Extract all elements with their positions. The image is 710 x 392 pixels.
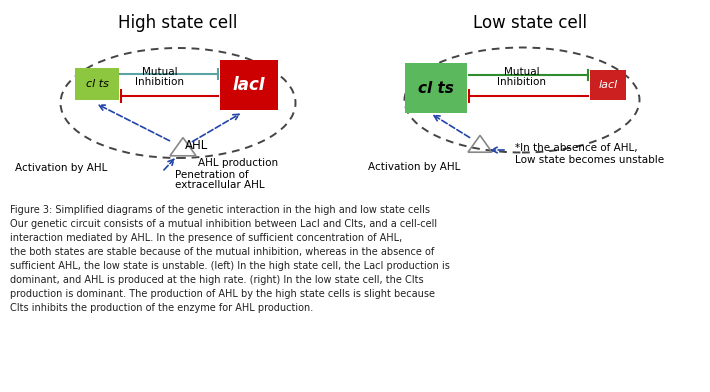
Text: the both states are stable because of the mutual inhibition, whereas in the abse: the both states are stable because of th…: [10, 247, 435, 257]
Text: AHL: AHL: [185, 138, 208, 151]
Text: extracellular AHL: extracellular AHL: [175, 180, 265, 190]
Text: cl ts: cl ts: [86, 79, 109, 89]
FancyBboxPatch shape: [75, 68, 119, 100]
Text: sufficient AHL, the low state is unstable. (left) In the high state cell, the La: sufficient AHL, the low state is unstabl…: [10, 261, 450, 271]
FancyBboxPatch shape: [405, 63, 467, 113]
Text: dominant, and AHL is produced at the high rate. (right) In the low state cell, t: dominant, and AHL is produced at the hig…: [10, 275, 424, 285]
Text: Low state cell: Low state cell: [473, 14, 587, 32]
Text: Mutual: Mutual: [142, 67, 178, 77]
Text: interaction mediated by AHL. In the presence of sufficient concentration of AHL,: interaction mediated by AHL. In the pres…: [10, 233, 403, 243]
Text: Inhibition: Inhibition: [136, 77, 185, 87]
Text: Our genetic circuit consists of a mutual inhibition between LacI and CIts, and a: Our genetic circuit consists of a mutual…: [10, 219, 437, 229]
Text: Mutual: Mutual: [504, 67, 540, 77]
Text: Activation by AHL: Activation by AHL: [15, 163, 107, 173]
Text: Activation by AHL: Activation by AHL: [368, 162, 460, 172]
FancyBboxPatch shape: [220, 60, 278, 110]
Text: Low state becomes unstable: Low state becomes unstable: [515, 155, 664, 165]
Text: production is dominant. The production of AHL by the high state cells is slight : production is dominant. The production o…: [10, 289, 435, 299]
Text: *In the absence of AHL,: *In the absence of AHL,: [515, 143, 638, 153]
Text: Inhibition: Inhibition: [498, 77, 547, 87]
Text: AHL production: AHL production: [198, 158, 278, 168]
FancyBboxPatch shape: [590, 70, 626, 100]
Text: CIts inhibits the production of the enzyme for AHL production.: CIts inhibits the production of the enzy…: [10, 303, 313, 313]
Text: cl ts: cl ts: [418, 80, 454, 96]
Text: lacI: lacI: [599, 80, 618, 90]
Text: High state cell: High state cell: [119, 14, 238, 32]
Text: Penetration of: Penetration of: [175, 170, 248, 180]
Text: lacI: lacI: [232, 76, 266, 94]
Text: Figure 3: Simplified diagrams of the genetic interaction in the high and low sta: Figure 3: Simplified diagrams of the gen…: [10, 205, 430, 215]
